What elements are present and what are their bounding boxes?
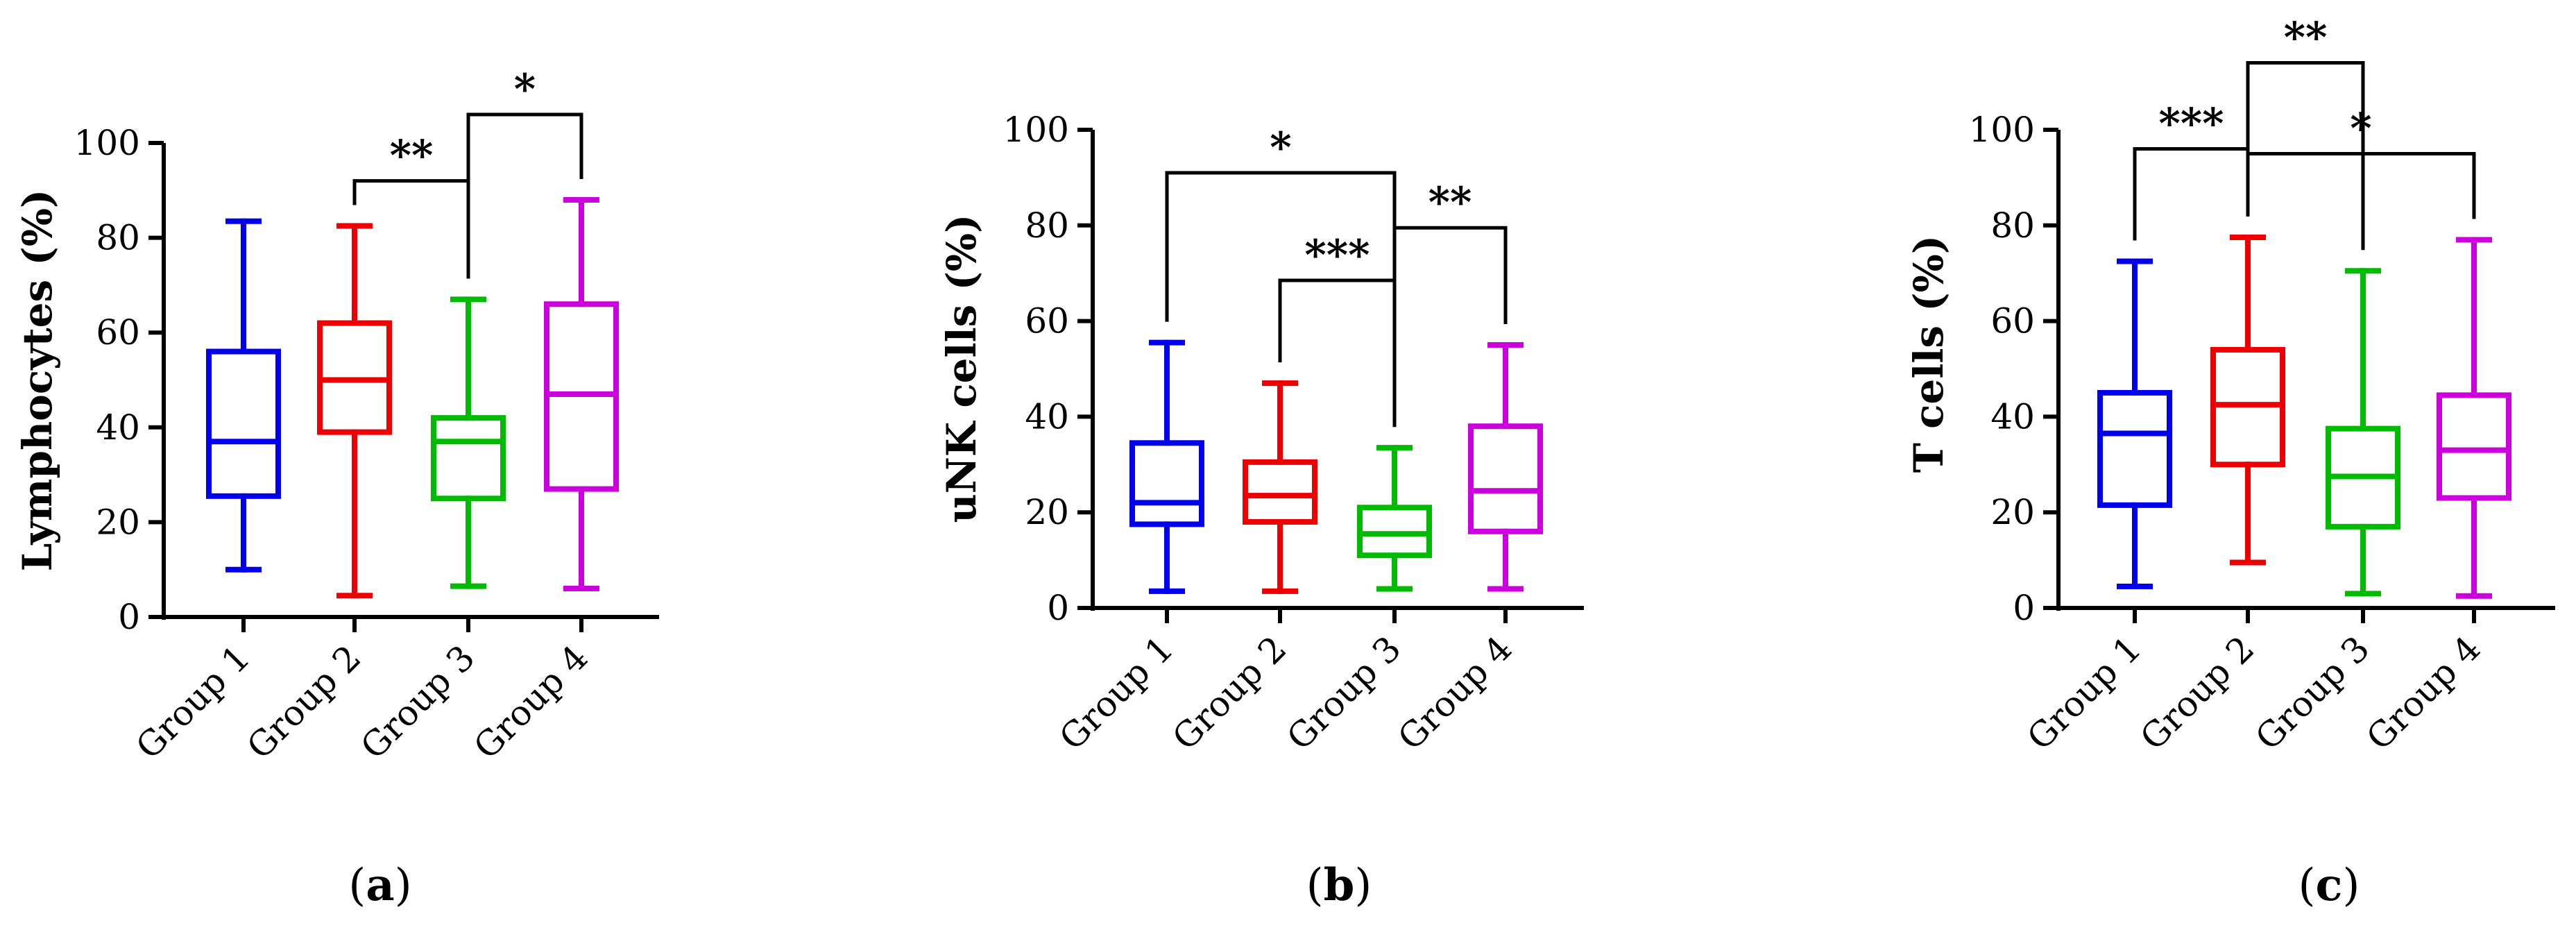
x-tick-label: Group 2 — [1165, 628, 1295, 758]
significance-bracket — [1392, 226, 1508, 428]
box-group-4 — [2437, 237, 2511, 599]
significance-label: * — [1270, 124, 1291, 172]
y-tick-label: 40 — [1025, 396, 1069, 437]
x-tick-label: Group 2 — [239, 637, 369, 767]
significance-label: *** — [1304, 231, 1370, 280]
box-iqr — [1129, 440, 1204, 527]
box-group-2 — [317, 223, 392, 599]
x-tick-label: Group 3 — [2248, 628, 2378, 758]
bracket-line — [466, 112, 583, 279]
x-tick-label: Group 2 — [2133, 628, 2262, 758]
box-group-2 — [1243, 380, 1317, 594]
y-tick-label: 20 — [96, 502, 140, 542]
significance-bracket — [352, 179, 470, 279]
bracket-line — [1278, 278, 1397, 428]
box-iqr — [1468, 423, 1543, 534]
y-tick-label: 20 — [1025, 492, 1069, 532]
bracket-line — [2133, 147, 2250, 241]
box-iqr — [2097, 389, 2172, 508]
box-group-1 — [206, 218, 281, 573]
significance-label: ** — [1428, 178, 1472, 227]
y-tick-label: 80 — [1990, 205, 2035, 246]
box-group-1 — [1129, 339, 1204, 594]
box-iqr — [2437, 392, 2511, 501]
significance-label: ** — [2284, 14, 2328, 62]
y-tick-label: 100 — [1003, 110, 1069, 150]
x-tick-label: Group 1 — [1052, 628, 1182, 758]
significance-label: * — [2350, 104, 2371, 153]
significance-bracket — [1278, 278, 1397, 428]
x-tick-label: Group 3 — [353, 637, 483, 767]
y-tick-label: 60 — [1990, 301, 2035, 341]
x-tick-label: Group 1 — [2020, 628, 2149, 758]
y-tick-label: 100 — [74, 123, 140, 163]
y-tick-label: 60 — [1025, 301, 1069, 341]
box-group-4 — [544, 196, 619, 592]
y-tick-label: 60 — [96, 312, 140, 353]
significance-bracket — [2246, 61, 2365, 251]
y-axis-title: uNK cells (%) — [938, 214, 985, 523]
significance-label: *** — [2158, 100, 2224, 149]
x-tick-label: Group 4 — [466, 637, 596, 767]
y-axis-title: Lymphocytes (%) — [14, 189, 61, 572]
box-group-3 — [1357, 445, 1432, 592]
y-tick-label: 80 — [96, 218, 140, 258]
y-tick-label: 0 — [118, 597, 140, 637]
significance-label: * — [514, 65, 536, 114]
significance-label: ** — [390, 132, 434, 180]
box-iqr — [206, 348, 281, 499]
panel-label: (a) — [348, 859, 411, 911]
bracket-line — [2246, 61, 2365, 251]
box-group-4 — [1468, 342, 1543, 592]
significance-bracket — [2246, 151, 2476, 219]
bracket-line — [1392, 226, 1508, 428]
y-tick-label: 40 — [96, 407, 140, 448]
bracket-line — [2246, 151, 2476, 219]
bracket-line — [352, 179, 470, 279]
panel-label: (c) — [2298, 859, 2360, 911]
x-tick-label: Group 3 — [1279, 628, 1409, 758]
panel-label: (b) — [1306, 859, 1372, 911]
y-tick-label: 0 — [1047, 588, 1069, 628]
y-axis-title: T cells (%) — [1905, 235, 1952, 473]
y-tick-label: 80 — [1025, 205, 1069, 246]
x-tick-label: Group 4 — [1390, 628, 1520, 758]
box-group-3 — [431, 296, 506, 589]
box-iqr — [1243, 459, 1317, 525]
significance-bracket — [466, 112, 583, 279]
box-group-3 — [2326, 268, 2400, 597]
x-tick-label: Group 4 — [2359, 628, 2489, 758]
x-tick-label: Group 1 — [128, 637, 258, 767]
box-group-1 — [2097, 258, 2172, 589]
box-iqr — [431, 415, 506, 502]
significance-bracket — [2133, 147, 2250, 241]
y-tick-label: 20 — [1990, 492, 2035, 532]
y-tick-label: 0 — [2013, 588, 2035, 628]
box-group-2 — [2210, 235, 2285, 566]
y-tick-label: 40 — [1990, 396, 2035, 437]
y-tick-label: 100 — [1969, 110, 2035, 150]
